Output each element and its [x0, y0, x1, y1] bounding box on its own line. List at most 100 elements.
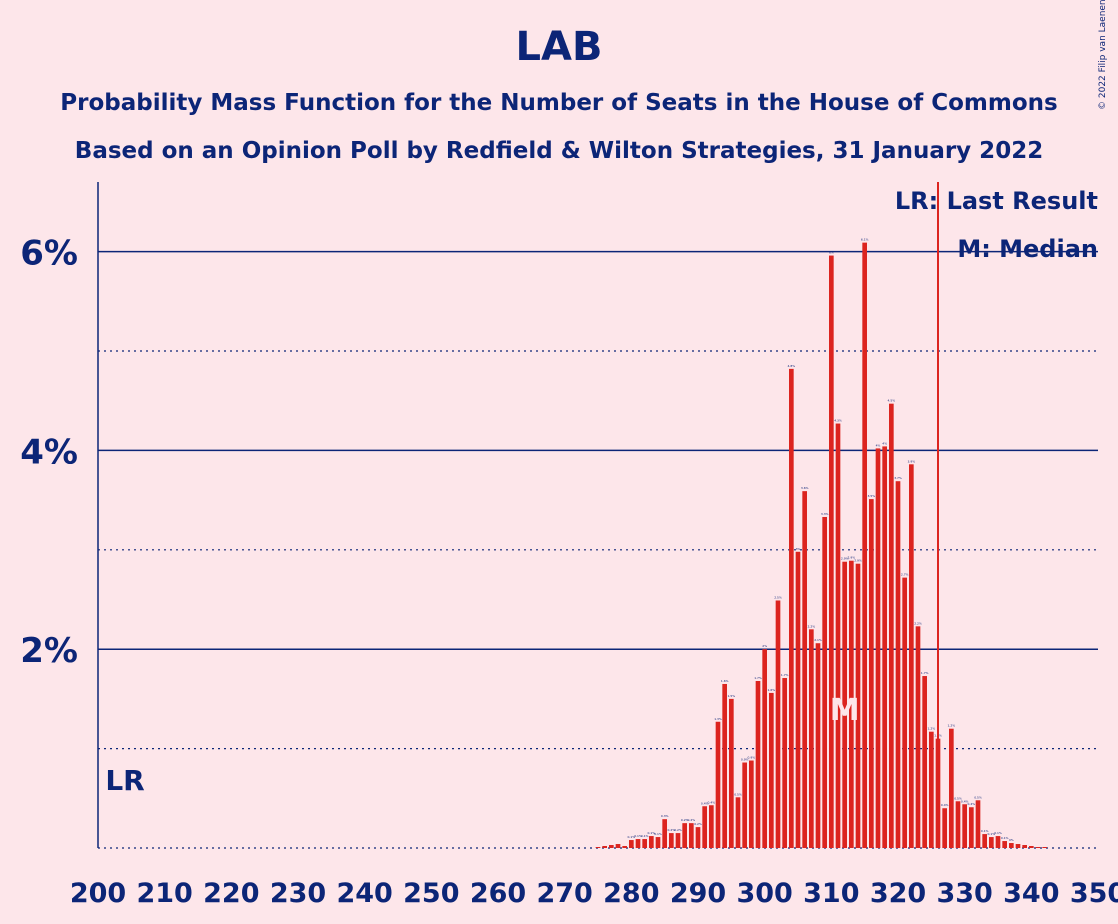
bar-value-label: 4.3% — [834, 419, 842, 423]
bar — [882, 446, 887, 848]
bar — [775, 600, 781, 848]
bar — [1035, 847, 1041, 848]
bar-value-label: 0.4% — [968, 802, 976, 806]
bar-value-label: 4% — [882, 441, 887, 445]
y-tick-label: 4% — [20, 432, 78, 472]
bar-value-label: 3.9% — [908, 459, 916, 463]
legend-entry: M: Median — [957, 235, 1098, 263]
markers: LR M — [105, 182, 939, 848]
bar — [649, 836, 654, 848]
bar — [609, 845, 614, 848]
bar — [989, 837, 994, 848]
bar-value-label: 0.1% — [648, 831, 656, 835]
bar — [829, 255, 834, 848]
x-tick-label: 270 — [536, 878, 592, 909]
bar — [802, 491, 807, 848]
y-axis: 2% 4% 6% — [20, 182, 99, 848]
bar-value-label: 0.2% — [674, 828, 682, 832]
bar — [915, 626, 921, 848]
x-tick-label: 210 — [136, 878, 192, 909]
bar-value-label: 6.1% — [861, 238, 869, 242]
bar-value-label: 2.2% — [914, 621, 922, 625]
bar-value-label: 0.3% — [661, 814, 669, 818]
bar — [695, 827, 701, 848]
y-tick-label: 2% — [20, 631, 78, 671]
bar-value-label: 2.9% — [841, 557, 849, 561]
bar — [742, 762, 747, 848]
bar-value-label: 0.1% — [1001, 836, 1009, 840]
bar-value-label: 2.7% — [901, 573, 909, 577]
last-result-label: LR — [105, 764, 144, 797]
bar — [689, 823, 694, 848]
x-tick-label: 200 — [70, 878, 126, 909]
bar-value-label: 2.5% — [774, 595, 782, 599]
x-tick-label: 340 — [1003, 878, 1059, 909]
bar — [729, 698, 734, 848]
bar — [769, 692, 774, 848]
bar-value-label: 0.2% — [694, 822, 702, 826]
x-tick-label: 290 — [670, 878, 726, 909]
bar-value-label: 0.2% — [681, 818, 689, 822]
bar-value-label: 0.1% — [994, 831, 1002, 835]
bar-value-label: 0.4% — [961, 799, 969, 803]
bar-value-label: 0.2% — [688, 818, 696, 822]
bar-value-label: 0.9% — [748, 756, 756, 760]
bar — [1009, 843, 1014, 848]
legend: LR: Last Result M: Median — [895, 187, 1098, 263]
bar — [1029, 846, 1034, 848]
bar — [982, 834, 987, 848]
bar-value-label: 0.4% — [708, 800, 716, 804]
bar-value-label: 4% — [876, 443, 881, 447]
bar — [622, 846, 627, 848]
bar-value-label: 0.2% — [668, 828, 676, 832]
bar — [895, 481, 901, 848]
bar — [969, 807, 974, 848]
bar-value-label: 1.2% — [928, 727, 936, 731]
bar-value-label: 0.1% — [988, 832, 996, 836]
x-tick-label: 230 — [270, 878, 326, 909]
bar-value-label: 0.4% — [941, 803, 949, 807]
bar-value-label: 2% — [762, 644, 767, 648]
bar — [875, 448, 881, 848]
x-tick-label: 300 — [736, 878, 792, 909]
bar — [815, 643, 821, 848]
bar-value-label: 3% — [796, 547, 801, 551]
bar — [795, 551, 801, 848]
bar — [922, 676, 927, 848]
gridlines — [98, 250, 1098, 849]
bar — [1042, 847, 1047, 848]
bar-value-label: 0.4% — [701, 801, 709, 805]
bar — [615, 844, 621, 848]
bar — [629, 840, 634, 848]
bars — [595, 242, 1047, 849]
bar-value-label: 4.8% — [788, 364, 796, 368]
bar — [869, 499, 874, 848]
bar-value-label: 0.1% — [628, 835, 636, 839]
bar — [755, 681, 761, 848]
bar-value-label: 1.6% — [768, 688, 776, 692]
bar-value-label: 3.6% — [801, 486, 809, 490]
bar — [602, 846, 607, 848]
bar-value-label: 3.5% — [868, 494, 876, 498]
median-label: M — [830, 693, 860, 728]
chart-source-subtitle: Based on an Opinion Poll by Redfield & W… — [74, 138, 1044, 164]
bar — [809, 629, 814, 848]
bar — [909, 464, 914, 848]
bar — [962, 804, 967, 848]
bar-value-label: 0.5% — [954, 796, 962, 800]
bar-value-label: 0.5% — [974, 795, 982, 799]
bar — [975, 800, 981, 848]
x-tick-label: 330 — [936, 878, 992, 909]
bar-value-label: 1.7% — [921, 671, 929, 675]
bar-value-label: 1.2% — [948, 724, 956, 728]
bar-value-label: 4.5% — [888, 399, 896, 403]
bar — [849, 560, 854, 848]
bar-value-label: 0.1% — [641, 834, 649, 838]
x-tick-label: 320 — [870, 878, 926, 909]
bar — [955, 801, 961, 848]
bar — [782, 678, 787, 848]
bar — [889, 403, 894, 848]
bar-value-label: 0.5% — [734, 792, 742, 796]
bar — [669, 833, 674, 848]
